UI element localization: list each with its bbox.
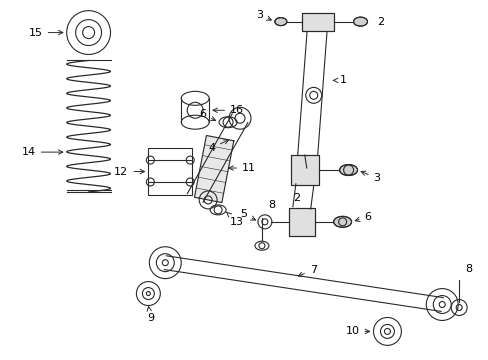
Text: 14: 14: [21, 147, 62, 157]
Text: 7: 7: [298, 265, 316, 276]
Text: 4: 4: [207, 140, 228, 153]
Text: 9: 9: [146, 307, 154, 324]
Bar: [301, 13, 333, 31]
Ellipse shape: [274, 18, 286, 26]
Text: 12: 12: [114, 167, 144, 176]
Text: 10: 10: [345, 327, 369, 336]
Bar: [288, 208, 314, 236]
Text: 3: 3: [361, 171, 380, 183]
Bar: [148, 148, 192, 195]
Text: 1: 1: [333, 75, 346, 85]
Text: 2: 2: [292, 193, 299, 203]
Text: 5: 5: [240, 209, 255, 220]
Text: 3: 3: [255, 10, 271, 20]
Text: 2: 2: [377, 17, 384, 27]
Text: 6: 6: [355, 212, 371, 222]
Text: 16: 16: [213, 105, 244, 115]
Text: 6: 6: [199, 109, 215, 121]
Ellipse shape: [333, 216, 351, 227]
Ellipse shape: [339, 165, 357, 176]
Text: 8: 8: [464, 264, 471, 274]
Bar: [290, 155, 318, 185]
Bar: [290, 155, 318, 185]
Ellipse shape: [353, 17, 367, 26]
Text: 8: 8: [267, 200, 274, 210]
Text: 11: 11: [228, 163, 256, 173]
Text: 13: 13: [226, 212, 244, 227]
Bar: [301, 13, 333, 31]
Polygon shape: [194, 135, 233, 203]
Text: 15: 15: [29, 28, 62, 37]
Bar: [288, 208, 314, 236]
